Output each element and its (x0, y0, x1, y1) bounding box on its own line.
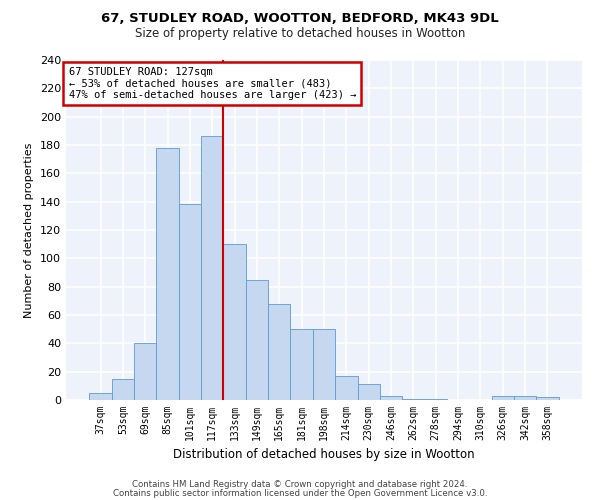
Text: Contains public sector information licensed under the Open Government Licence v3: Contains public sector information licen… (113, 488, 487, 498)
Text: Size of property relative to detached houses in Wootton: Size of property relative to detached ho… (135, 28, 465, 40)
Bar (157, 148, 179, 400)
Bar (536, 397, 559, 400)
Bar (290, 329, 313, 400)
Bar (246, 280, 268, 400)
Bar (313, 329, 335, 400)
Text: 67, STUDLEY ROAD, WOOTTON, BEDFORD, MK43 9DL: 67, STUDLEY ROAD, WOOTTON, BEDFORD, MK43… (101, 12, 499, 26)
Bar (201, 136, 223, 400)
Bar (402, 398, 425, 400)
Bar (425, 398, 447, 400)
Bar (268, 304, 290, 400)
Bar (491, 396, 514, 400)
Text: Contains HM Land Registry data © Crown copyright and database right 2024.: Contains HM Land Registry data © Crown c… (132, 480, 468, 489)
Bar (514, 396, 536, 400)
Bar (223, 244, 246, 400)
Bar (335, 376, 358, 400)
Bar (134, 344, 157, 400)
Bar (112, 379, 134, 400)
Bar (380, 396, 402, 400)
Bar (89, 393, 112, 400)
Bar (358, 384, 380, 400)
Y-axis label: Number of detached properties: Number of detached properties (25, 142, 34, 318)
Bar (179, 204, 201, 400)
X-axis label: Distribution of detached houses by size in Wootton: Distribution of detached houses by size … (173, 448, 475, 462)
Text: 67 STUDLEY ROAD: 127sqm
← 53% of detached houses are smaller (483)
47% of semi-d: 67 STUDLEY ROAD: 127sqm ← 53% of detache… (68, 67, 356, 100)
